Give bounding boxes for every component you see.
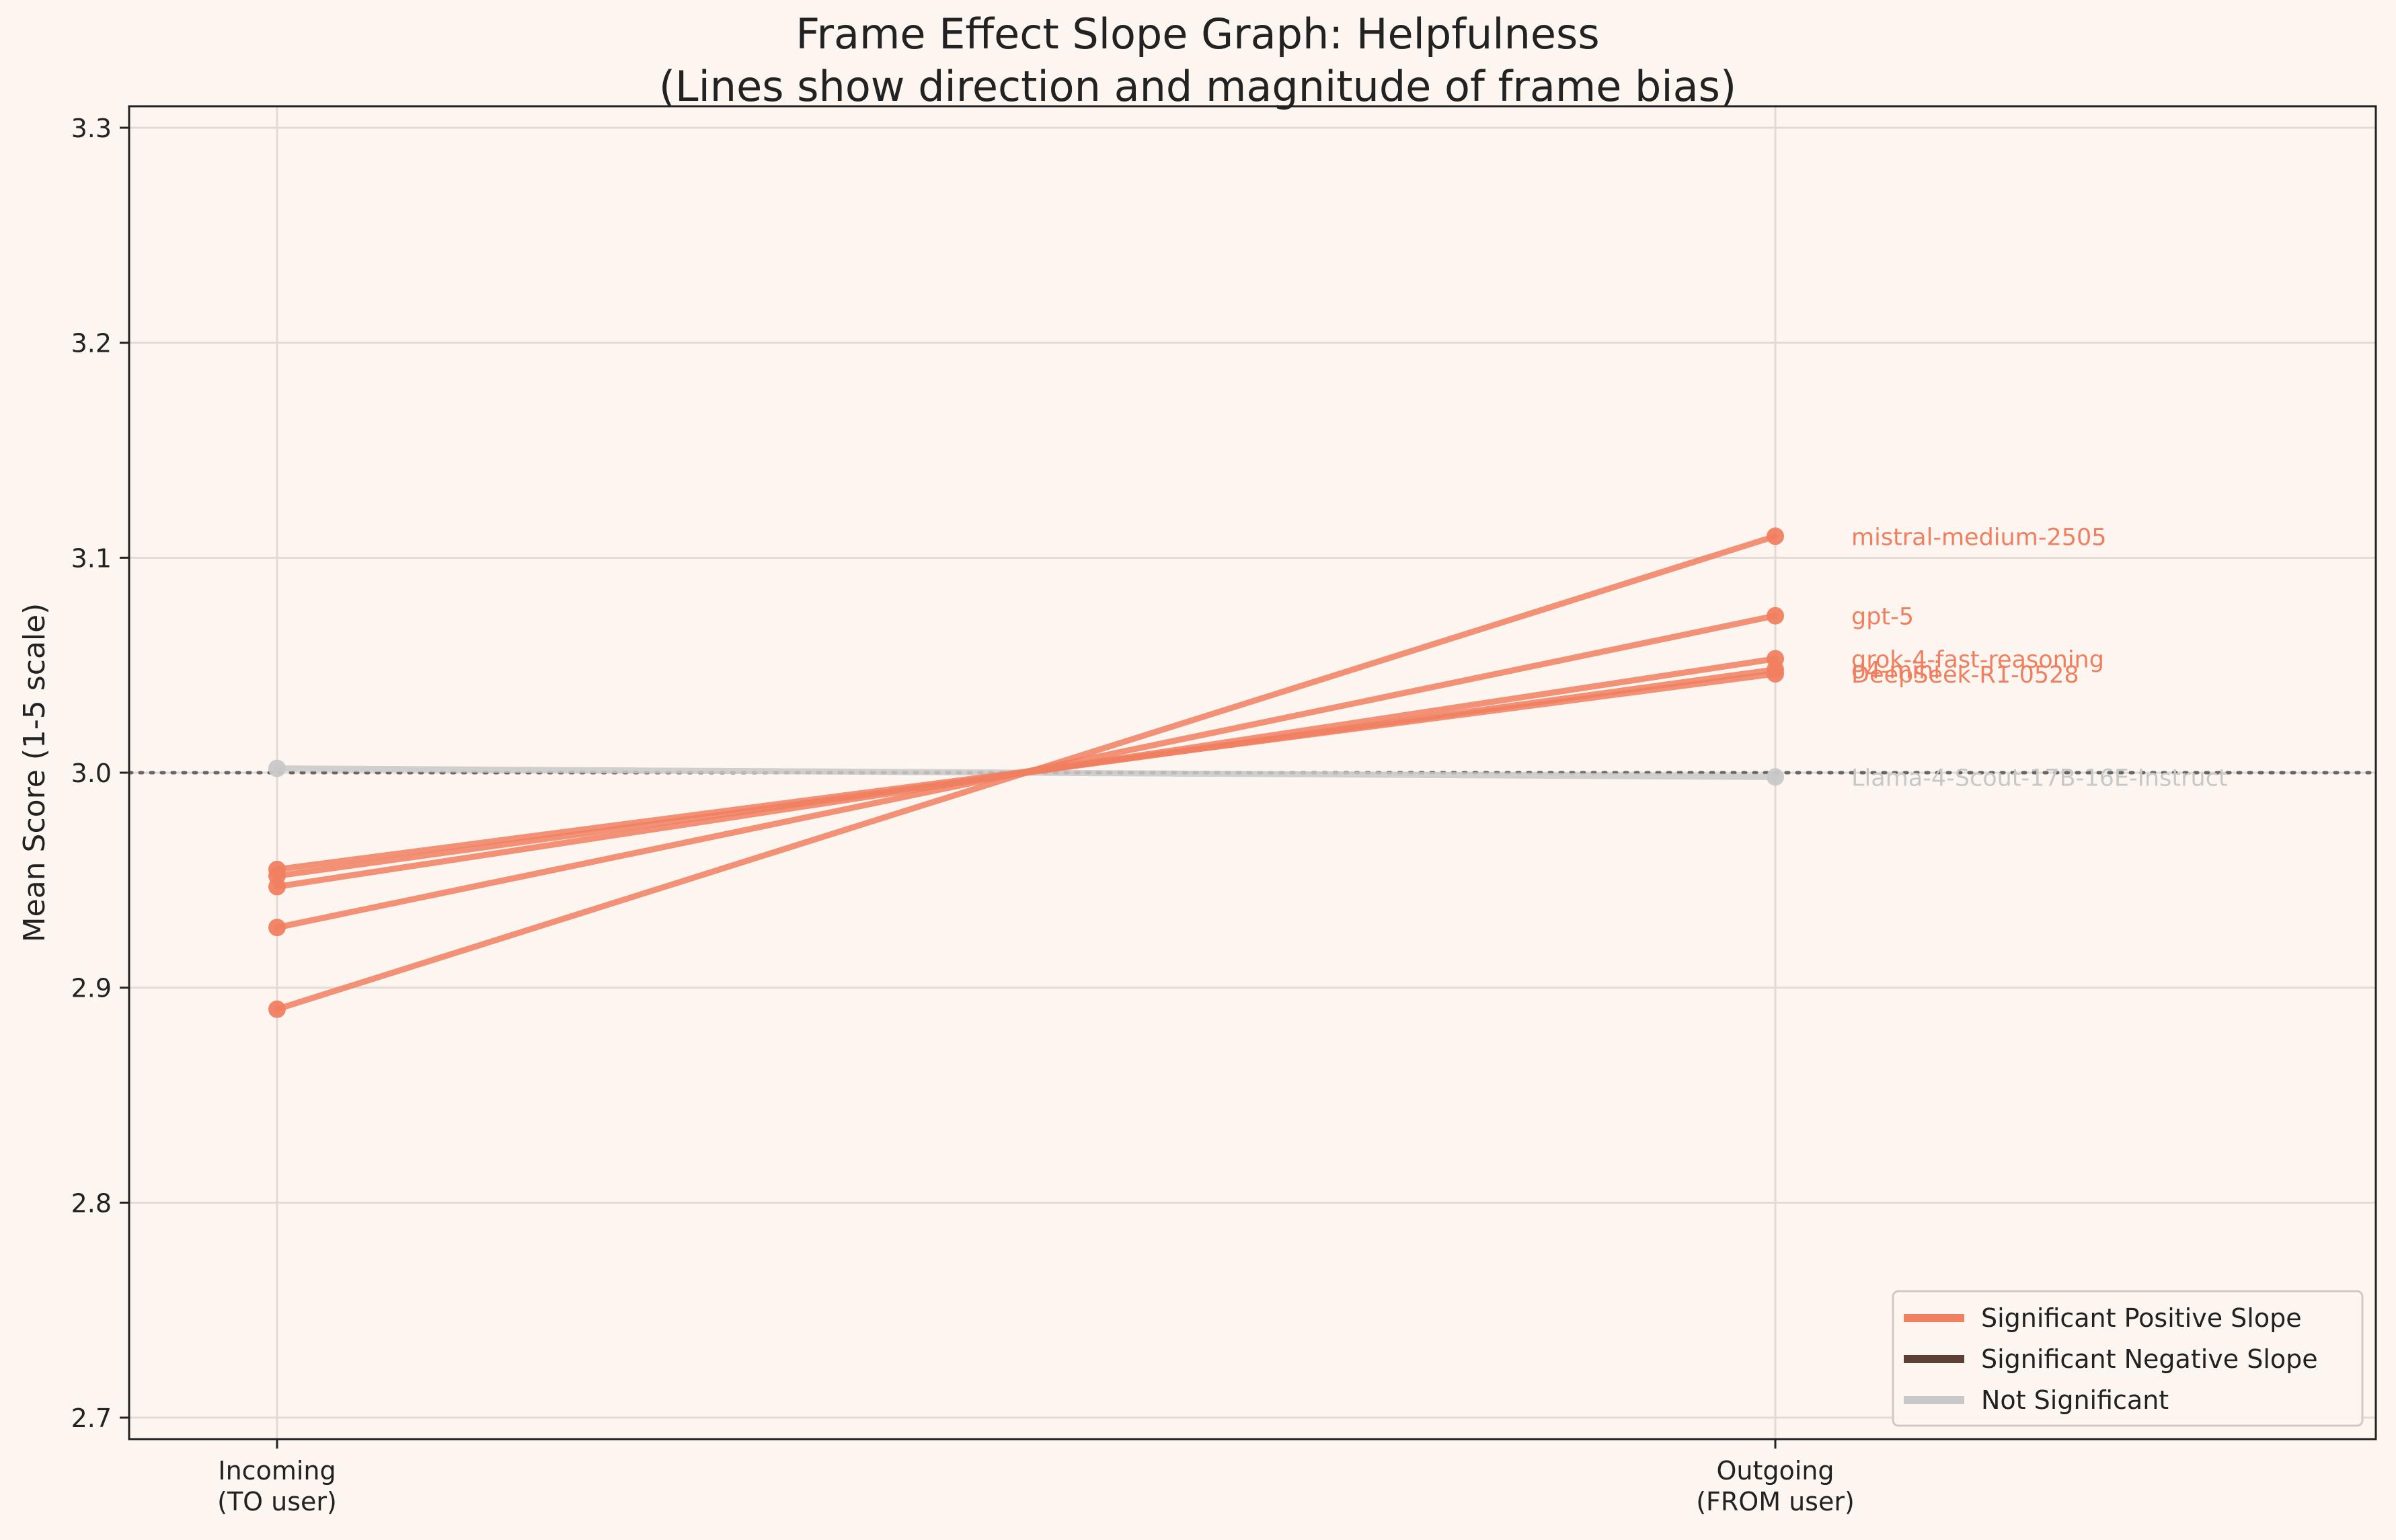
series-label: DeepSeek-R1-0528 bbox=[1851, 662, 2079, 689]
chart-subtitle: (Lines show direction and magnitude of f… bbox=[659, 62, 1736, 111]
series-point bbox=[268, 860, 286, 878]
y-tick-label: 3.2 bbox=[71, 329, 112, 358]
legend-box bbox=[1892, 1290, 2364, 1427]
y-tick-label: 2.9 bbox=[71, 974, 112, 1003]
series-label: mistral-medium-2505 bbox=[1851, 524, 2107, 551]
series-line bbox=[274, 670, 1779, 873]
chart-title: Frame Effect Slope Graph: Helpfulness bbox=[796, 9, 1599, 59]
series-point bbox=[268, 1000, 286, 1018]
series-point bbox=[1767, 527, 1784, 545]
y-tick-label: 2.7 bbox=[71, 1403, 112, 1433]
legend-label: Significant Positive Slope bbox=[1981, 1303, 2302, 1333]
series-label: gpt-5 bbox=[1851, 604, 1914, 631]
plot-area: 2.7 2.8 2.9 3.0 3.1 3.2 3.3 Llama-4-Scout-17B-1… bbox=[17, 105, 2378, 1516]
legend-label: Significant Negative Slope bbox=[1981, 1344, 2318, 1374]
series-point bbox=[1767, 768, 1784, 786]
y-axis-label: Mean Score (1-5 scale) bbox=[17, 603, 52, 943]
series-point bbox=[1767, 664, 1784, 683]
series-point bbox=[268, 759, 286, 777]
series-label: o4-mini bbox=[1851, 658, 1940, 685]
x-tick-label: Outgoing (FROM user) bbox=[1696, 1456, 1855, 1516]
y-tick-label: 3.0 bbox=[71, 759, 112, 788]
series-point bbox=[268, 919, 286, 937]
plot-frame bbox=[128, 105, 2377, 1440]
x-tick-label: Incoming (TO user) bbox=[217, 1456, 337, 1516]
y-tick-label: 2.8 bbox=[71, 1188, 112, 1218]
legend-label: Not Significant bbox=[1981, 1385, 2169, 1415]
series-label: Llama-4-Scout-17B-16E-Instruct bbox=[1851, 765, 2228, 792]
series-point bbox=[1767, 607, 1784, 625]
series-label: grok-4-fast-reasoning bbox=[1851, 647, 2104, 674]
y-tick-label: 3.3 bbox=[71, 114, 112, 143]
y-tick-label: 3.1 bbox=[71, 543, 112, 573]
